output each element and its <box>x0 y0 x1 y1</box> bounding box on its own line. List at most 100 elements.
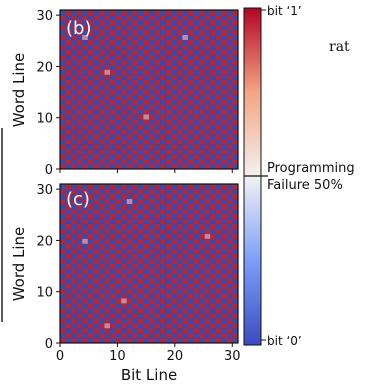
heatmap-cell <box>199 34 205 40</box>
heatmap-cell <box>199 223 205 229</box>
colorbar-bottom-label: bit ‘0’ <box>267 334 302 348</box>
heatmap-cell <box>60 44 66 50</box>
heatmap-cell <box>204 213 211 219</box>
heatmap-cell <box>143 104 150 110</box>
heatmap-cell <box>82 263 88 269</box>
heatmap-cell <box>171 49 177 55</box>
heatmap-cell <box>160 134 166 140</box>
heatmap-cell <box>98 233 105 239</box>
heatmap-cell <box>154 89 161 95</box>
heatmap-cell <box>165 10 172 16</box>
heatmap-cell <box>149 313 155 319</box>
heatmap-cell <box>115 203 122 209</box>
heatmap-cell <box>187 328 194 334</box>
heatmap-cell <box>98 69 105 75</box>
heatmap-cell <box>210 89 216 95</box>
heatmap-cell <box>93 139 100 145</box>
heatmap-cell <box>76 39 83 45</box>
heatmap-cell <box>199 273 205 279</box>
heatmap-cell <box>93 154 100 160</box>
heatmap-cell <box>204 39 211 45</box>
heatmap-cell <box>182 258 189 264</box>
heatmap-cell <box>82 159 88 165</box>
heatmap-cell <box>110 288 116 294</box>
heatmap-cell <box>210 49 216 55</box>
heatmap-cell <box>171 233 177 239</box>
heatmap-cell <box>71 119 77 125</box>
heatmap-cell <box>104 328 111 334</box>
heatmap-cell <box>143 84 150 90</box>
heatmap-cell <box>171 39 177 45</box>
heatmap-cell <box>87 293 94 299</box>
heatmap-cell <box>221 233 228 239</box>
heatmap-cell <box>132 79 139 85</box>
heatmap-cell <box>226 84 233 90</box>
heatmap-cell <box>232 154 239 160</box>
heatmap-cell <box>82 119 88 125</box>
heatmap-cell <box>126 10 133 16</box>
heatmap-cell <box>226 308 233 314</box>
heatmap-cell <box>121 333 127 339</box>
heatmap-cell <box>71 248 77 254</box>
heatmap-cell <box>98 283 105 289</box>
heatmap-cell <box>76 273 83 279</box>
heatmap-cell <box>215 39 222 45</box>
heatmap-cell <box>187 303 194 309</box>
heatmap-cell <box>137 328 144 334</box>
heatmap-cell <box>199 89 205 95</box>
heatmap-cell <box>210 288 216 294</box>
heatmap-cell <box>160 233 166 239</box>
heatmap-cell <box>93 19 100 26</box>
heatmap-cell <box>149 328 155 334</box>
heatmap-cell <box>149 308 155 314</box>
heatmap-cell <box>76 54 83 60</box>
heatmap-cell <box>110 253 116 259</box>
heatmap-cell <box>232 293 239 299</box>
heatmap-cell <box>60 273 66 279</box>
heatmap-cell <box>121 164 127 170</box>
heatmap-cell <box>160 218 166 224</box>
heatmap-cell <box>60 94 66 100</box>
heatmap-cell <box>176 258 183 264</box>
heatmap-cell <box>182 243 189 249</box>
heatmap-cell <box>137 278 144 284</box>
heatmap-cell <box>165 144 172 150</box>
heatmap-cell <box>132 69 139 75</box>
heatmap-cell <box>126 79 133 85</box>
heatmap-cell <box>137 129 144 135</box>
heatmap-cell <box>226 139 233 145</box>
heatmap-cell <box>160 49 166 55</box>
heatmap-cell <box>232 109 239 115</box>
heatmap-cell <box>65 238 72 244</box>
heatmap-cell <box>104 79 111 85</box>
heatmap-cell <box>87 159 94 165</box>
heatmap-cell <box>215 129 222 135</box>
heatmap-cell <box>160 258 166 264</box>
heatmap-cell <box>165 273 172 279</box>
heatmap-cell <box>76 223 83 229</box>
heatmap-cell <box>82 34 88 40</box>
heatmap-cell <box>154 104 161 110</box>
heatmap-cell <box>160 99 166 105</box>
heatmap-cell <box>143 64 150 70</box>
heatmap-cell <box>132 164 139 170</box>
heatmap-cell <box>210 253 216 259</box>
heatmap-cell <box>160 109 166 115</box>
heatmap-cell <box>82 218 88 224</box>
heatmap-cell <box>121 328 127 334</box>
heatmap-cell <box>104 39 111 45</box>
heatmap-cell <box>65 228 72 234</box>
heatmap-cell <box>98 228 105 234</box>
heatmap-cell <box>87 203 94 209</box>
heatmap-cell <box>132 149 139 155</box>
heatmap-cell <box>87 29 94 35</box>
heatmap-cell <box>182 253 189 259</box>
heatmap-cell <box>71 263 77 269</box>
heatmap-cell <box>82 323 88 329</box>
heatmap-cell <box>82 273 88 279</box>
heatmap-cell <box>215 328 222 334</box>
heatmap-cell <box>176 323 183 329</box>
heatmap-cell <box>126 273 133 279</box>
heatmap-cell <box>232 49 239 55</box>
heatmap-cell <box>76 333 83 339</box>
